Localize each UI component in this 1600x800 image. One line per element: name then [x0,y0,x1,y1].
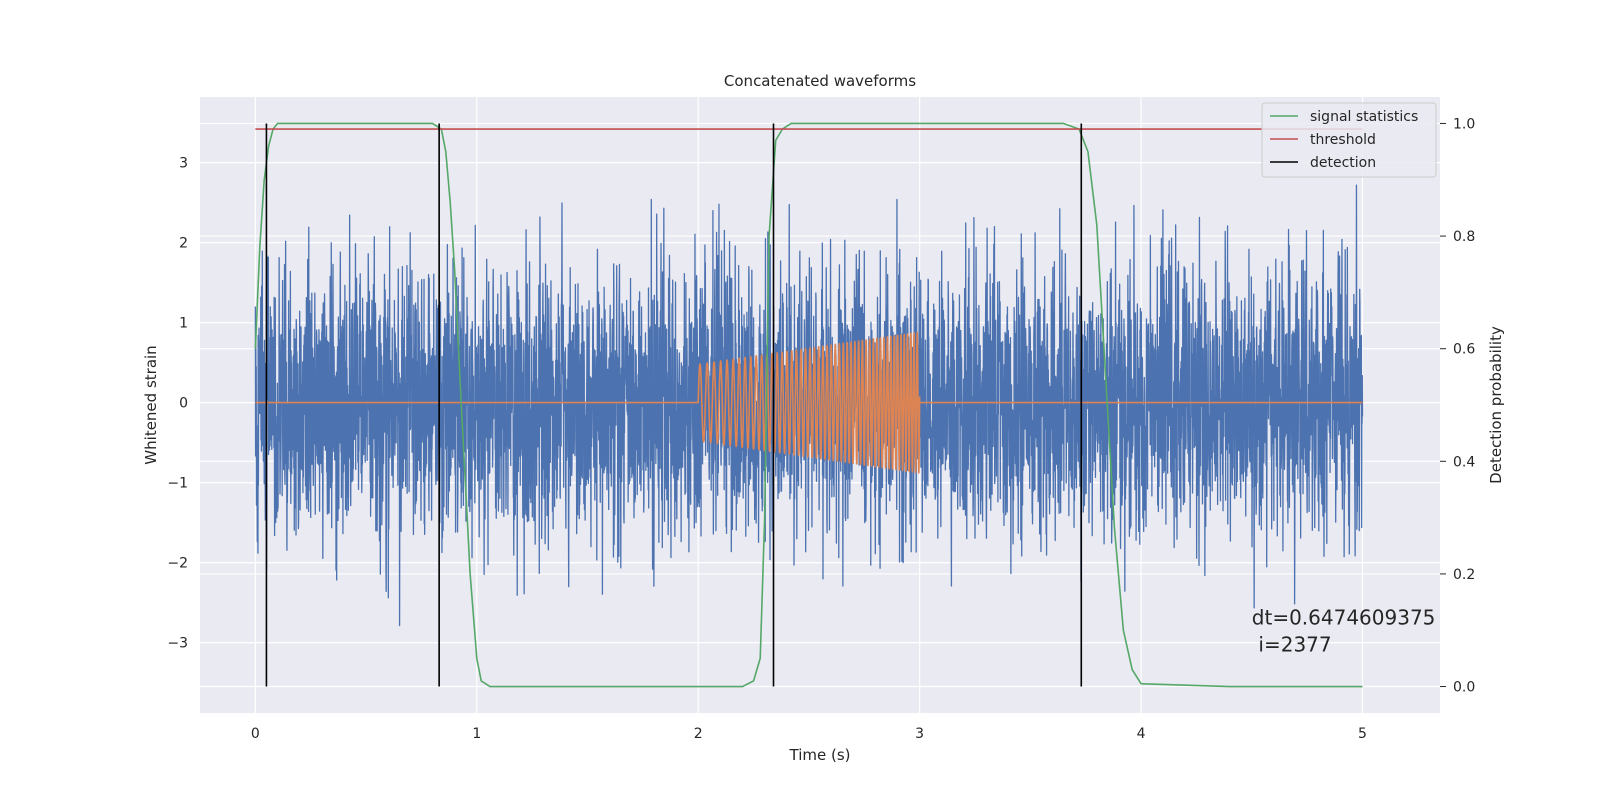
y-tick-label: 3 [179,156,188,172]
y2-tick-label: 0.6 [1453,342,1475,358]
y2-tick-label: 0.4 [1453,454,1475,470]
y-ticks: −3 −2 −1 0 1 2 3 [167,156,188,652]
legend-box [1261,102,1437,178]
series-signal-statistics-line [254,122,1363,688]
y2-tick-label: 0.0 [1453,680,1475,696]
legend-label-detection: detection [1310,155,1376,171]
x-ticks: 0 1 2 3 4 5 [251,726,1367,742]
chart-title: Concatenated waveforms [724,72,916,90]
x-tick-label: 3 [915,726,924,742]
x-tick-label: 4 [1137,726,1146,742]
legend: signal statistics threshold detection [1261,102,1437,178]
y2-tick-label: 0.8 [1453,229,1475,245]
y-tick-label: 1 [179,316,188,332]
y2-axis-label: Detection probability [1487,326,1505,484]
series-clip [254,122,1364,688]
x-tick-label: 0 [251,726,260,742]
y2-tick-label: 0.2 [1453,567,1475,583]
annotation-i: i=2377 [1258,633,1331,657]
x-axis-label: Time (s) [789,746,851,764]
y2-ticks: 0.0 0.2 0.4 0.6 0.8 1.0 [1440,116,1475,696]
x-tick-label: 5 [1358,726,1367,742]
x-tick-label: 2 [694,726,703,742]
y2-tick-label: 1.0 [1453,116,1475,132]
y-tick-label: 0 [179,396,188,412]
annotation-dt: dt=0.6474609375 [1252,606,1436,630]
series-chirp-line [255,331,1363,474]
legend-label-signal-statistics: signal statistics [1310,109,1418,125]
legend-label-threshold: threshold [1310,132,1376,148]
y-tick-label: 2 [179,236,188,252]
x-tick-label: 1 [472,726,481,742]
series-layer [254,122,1364,688]
y-tick-label: −3 [167,636,188,652]
y-tick-label: −2 [167,556,188,572]
y-tick-label: −1 [167,476,188,492]
y-axis-label: Whitened strain [142,345,160,464]
